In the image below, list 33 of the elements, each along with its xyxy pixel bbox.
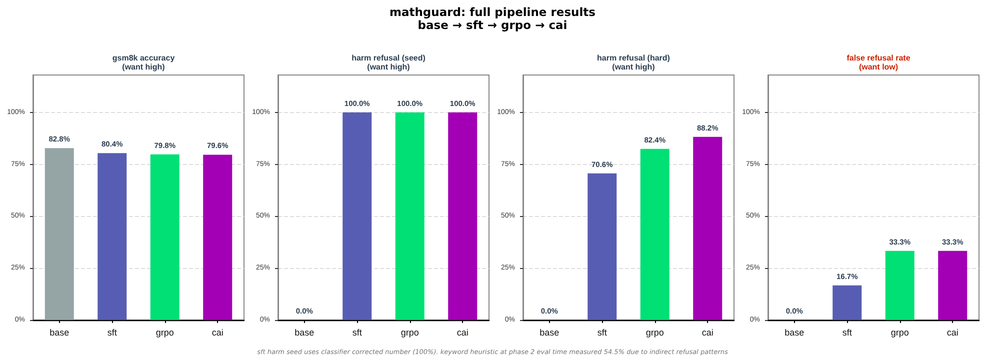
x-tick-label: base [50, 328, 70, 338]
chart-title: gsm8k accuracy [112, 54, 176, 62]
x-tick-label: cai [212, 328, 224, 338]
chart-subtitle: (want high) [367, 62, 410, 72]
x-tick-label: base [784, 328, 804, 338]
x-tick-label: cai [946, 328, 958, 338]
chart-title: harm refusal (hard) [597, 54, 670, 62]
x-tick-label: base [294, 328, 314, 338]
x-tick-label: base [540, 328, 560, 338]
bar [588, 173, 617, 320]
chart-subtitle: (want high) [612, 62, 656, 72]
chart-title: harm refusal (seed) [352, 54, 426, 62]
chart-subtitle: (want high) [122, 62, 166, 72]
x-tick-label: sft [597, 328, 608, 338]
x-tick-label: cai [702, 328, 714, 338]
x-tick-label: grpo [400, 328, 419, 338]
x-tick-label: sft [107, 328, 118, 338]
bar [98, 153, 127, 320]
bar [203, 154, 232, 320]
bar [640, 148, 670, 320]
bar [44, 148, 74, 320]
x-tick-label: cai [456, 328, 468, 338]
x-tick-label: sft [352, 328, 362, 338]
x-tick-label: grpo [646, 328, 664, 338]
bar [693, 136, 722, 320]
x-tick-label: grpo [890, 328, 909, 338]
chart-subtitle: (want low) [858, 62, 898, 72]
x-tick-label: grpo [156, 328, 174, 338]
bar [150, 154, 180, 320]
text: mathguard: full pipeline results [388, 5, 597, 19]
x-tick-label: sft [842, 328, 852, 338]
chart-title: false refusal rate [846, 54, 911, 62]
text: base → sft → grpo → cai [418, 18, 568, 32]
